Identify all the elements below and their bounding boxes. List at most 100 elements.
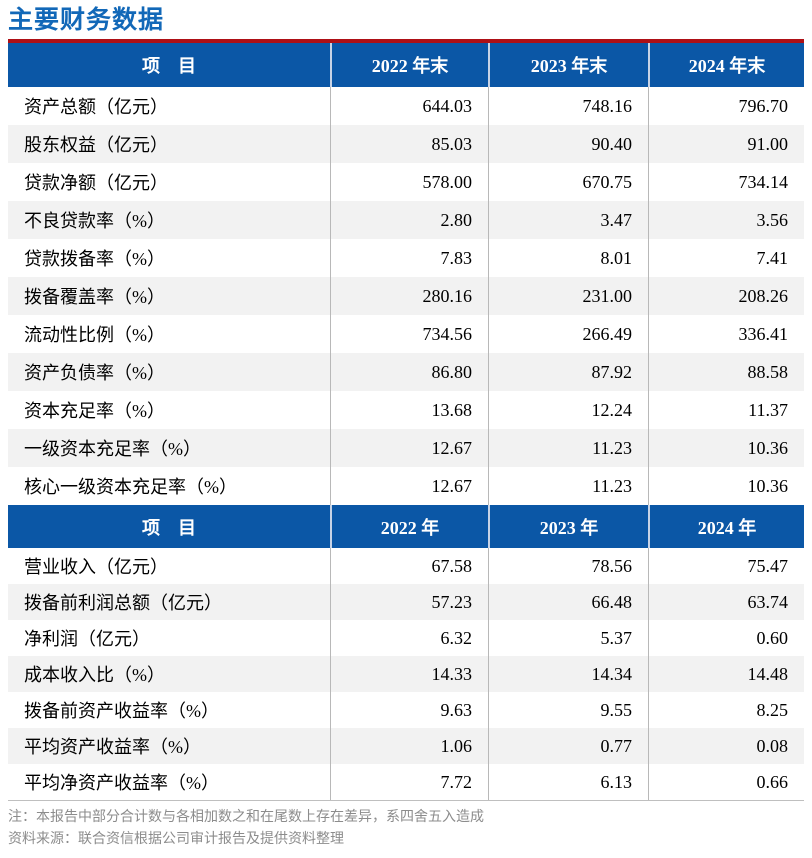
table-row: 一级资本充足率（%） 12.67 11.23 10.36	[8, 429, 804, 467]
financial-table-annual: 项 目 2022 年 2023 年 2024 年 营业收入（亿元） 67.58 …	[8, 505, 804, 801]
rounding-footnote: 注：本报告中部分合计数与各相加数之和在尾数上存在差异，系四舍五入造成	[8, 810, 484, 825]
table-row: 股东权益（亿元） 85.03 90.40 91.00	[8, 125, 804, 163]
table-row: 拨备覆盖率（%） 280.16 231.00 208.26	[8, 277, 804, 315]
table-row: 贷款净额（亿元） 578.00 670.75 734.14	[8, 163, 804, 201]
value-col-1: 12.67	[330, 429, 488, 467]
value-col-2: 12.24	[488, 391, 648, 429]
value-col-3: 3.56	[648, 201, 804, 239]
header-2022-year: 2022 年	[330, 505, 488, 548]
value-col-3: 208.26	[648, 277, 804, 315]
value-col-3: 796.70	[648, 87, 804, 125]
header-2023-year: 2023 年	[488, 505, 648, 548]
value-col-2: 5.37	[488, 620, 648, 656]
table-row: 核心一级资本充足率（%） 12.67 11.23 10.36	[8, 467, 804, 505]
row-label: 股东权益（亿元）	[24, 135, 168, 155]
row-label: 资本充足率（%）	[24, 401, 165, 421]
table-row: 资本充足率（%） 13.68 12.24 11.37	[8, 391, 804, 429]
value-col-3: 91.00	[648, 125, 804, 163]
value-col-3: 8.25	[648, 692, 804, 728]
value-col-2: 266.49	[488, 315, 648, 353]
table-row: 贷款拨备率（%） 7.83 8.01 7.41	[8, 239, 804, 277]
value-col-3: 63.74	[648, 584, 804, 620]
row-label: 核心一级资本充足率（%）	[24, 477, 237, 497]
report-page: 主要财务数据 项 目 2022 年末 2023 年末 2024 年末 资产总额（…	[8, 0, 804, 851]
value-col-3: 14.48	[648, 656, 804, 692]
page-title: 主要财务数据	[8, 6, 165, 34]
value-col-1: 6.32	[330, 620, 488, 656]
header-2023-year-end: 2023 年末	[488, 43, 648, 87]
header-2022-year-end: 2022 年末	[330, 43, 488, 87]
row-label: 资产负债率（%）	[24, 363, 165, 383]
table-row: 成本收入比（%） 14.33 14.34 14.48	[8, 656, 804, 692]
value-col-3: 75.47	[648, 548, 804, 584]
value-col-1: 734.56	[330, 315, 488, 353]
value-col-2: 748.16	[488, 87, 648, 125]
value-col-1: 13.68	[330, 391, 488, 429]
value-col-2: 87.92	[488, 353, 648, 391]
table-body: 营业收入（亿元） 67.58 78.56 75.47 拨备前利润总额（亿元） 5…	[8, 548, 804, 800]
value-col-1: 86.80	[330, 353, 488, 391]
value-col-3: 10.36	[648, 429, 804, 467]
row-label: 拨备前利润总额（亿元）	[24, 593, 222, 613]
table-body: 资产总额（亿元） 644.03 748.16 796.70 股东权益（亿元） 8…	[8, 87, 804, 505]
value-col-1: 12.67	[330, 467, 488, 505]
value-col-1: 2.80	[330, 201, 488, 239]
value-col-1: 85.03	[330, 125, 488, 163]
value-col-1: 14.33	[330, 656, 488, 692]
table-row: 营业收入（亿元） 67.58 78.56 75.47	[8, 548, 804, 584]
row-label: 资产总额（亿元）	[24, 97, 168, 117]
table-row: 资产负债率（%） 86.80 87.92 88.58	[8, 353, 804, 391]
footnotes: 注：本报告中部分合计数与各相加数之和在尾数上存在差异，系四舍五入造成 资料来源：…	[8, 807, 804, 851]
value-col-2: 8.01	[488, 239, 648, 277]
table-row: 流动性比例（%） 734.56 266.49 336.41	[8, 315, 804, 353]
value-col-1: 7.83	[330, 239, 488, 277]
value-col-1: 280.16	[330, 277, 488, 315]
table-row: 拨备前利润总额（亿元） 57.23 66.48 63.74	[8, 584, 804, 620]
row-label: 平均资产收益率（%）	[24, 737, 201, 757]
row-label: 拨备前资产收益率（%）	[24, 701, 219, 721]
value-col-2: 66.48	[488, 584, 648, 620]
value-col-3: 0.66	[648, 764, 804, 800]
value-col-2: 78.56	[488, 548, 648, 584]
value-col-1: 9.63	[330, 692, 488, 728]
title-divider-rule	[8, 39, 804, 43]
value-col-2: 11.23	[488, 429, 648, 467]
row-label: 营业收入（亿元）	[24, 557, 168, 577]
row-label: 净利润（亿元）	[24, 629, 150, 649]
value-col-2: 9.55	[488, 692, 648, 728]
value-col-3: 7.41	[648, 239, 804, 277]
value-col-3: 10.36	[648, 467, 804, 505]
row-label: 拨备覆盖率（%）	[24, 287, 165, 307]
row-label: 贷款净额（亿元）	[24, 173, 168, 193]
table-row: 资产总额（亿元） 644.03 748.16 796.70	[8, 87, 804, 125]
value-col-2: 90.40	[488, 125, 648, 163]
value-col-1: 57.23	[330, 584, 488, 620]
value-col-2: 231.00	[488, 277, 648, 315]
value-col-3: 11.37	[648, 391, 804, 429]
value-col-2: 11.23	[488, 467, 648, 505]
table-row: 净利润（亿元） 6.32 5.37 0.60	[8, 620, 804, 656]
row-label: 一级资本充足率（%）	[24, 439, 201, 459]
header-2024-year-end: 2024 年末	[648, 43, 804, 87]
header-2024-year: 2024 年	[648, 505, 804, 548]
table-row: 平均净资产收益率（%） 7.72 6.13 0.66	[8, 764, 804, 800]
table-row: 不良贷款率（%） 2.80 3.47 3.56	[8, 201, 804, 239]
table-row: 拨备前资产收益率（%） 9.63 9.55 8.25	[8, 692, 804, 728]
value-col-3: 336.41	[648, 315, 804, 353]
source-footnote: 资料来源：联合资信根据公司审计报告及提供资料整理	[8, 832, 344, 847]
value-col-3: 0.60	[648, 620, 804, 656]
value-col-2: 670.75	[488, 163, 648, 201]
value-col-3: 734.14	[648, 163, 804, 201]
value-col-3: 0.08	[648, 728, 804, 764]
value-col-2: 14.34	[488, 656, 648, 692]
value-col-1: 1.06	[330, 728, 488, 764]
row-label: 成本收入比（%）	[24, 665, 165, 685]
row-label: 流动性比例（%）	[24, 325, 165, 345]
header-item-column: 项 目	[142, 517, 196, 538]
row-label: 贷款拨备率（%）	[24, 249, 165, 269]
value-col-1: 644.03	[330, 87, 488, 125]
header-item-column: 项 目	[142, 56, 196, 76]
row-label: 平均净资产收益率（%）	[24, 773, 219, 793]
value-col-1: 578.00	[330, 163, 488, 201]
financial-table-year-end: 项 目 2022 年末 2023 年末 2024 年末 资产总额（亿元） 644…	[8, 43, 804, 505]
